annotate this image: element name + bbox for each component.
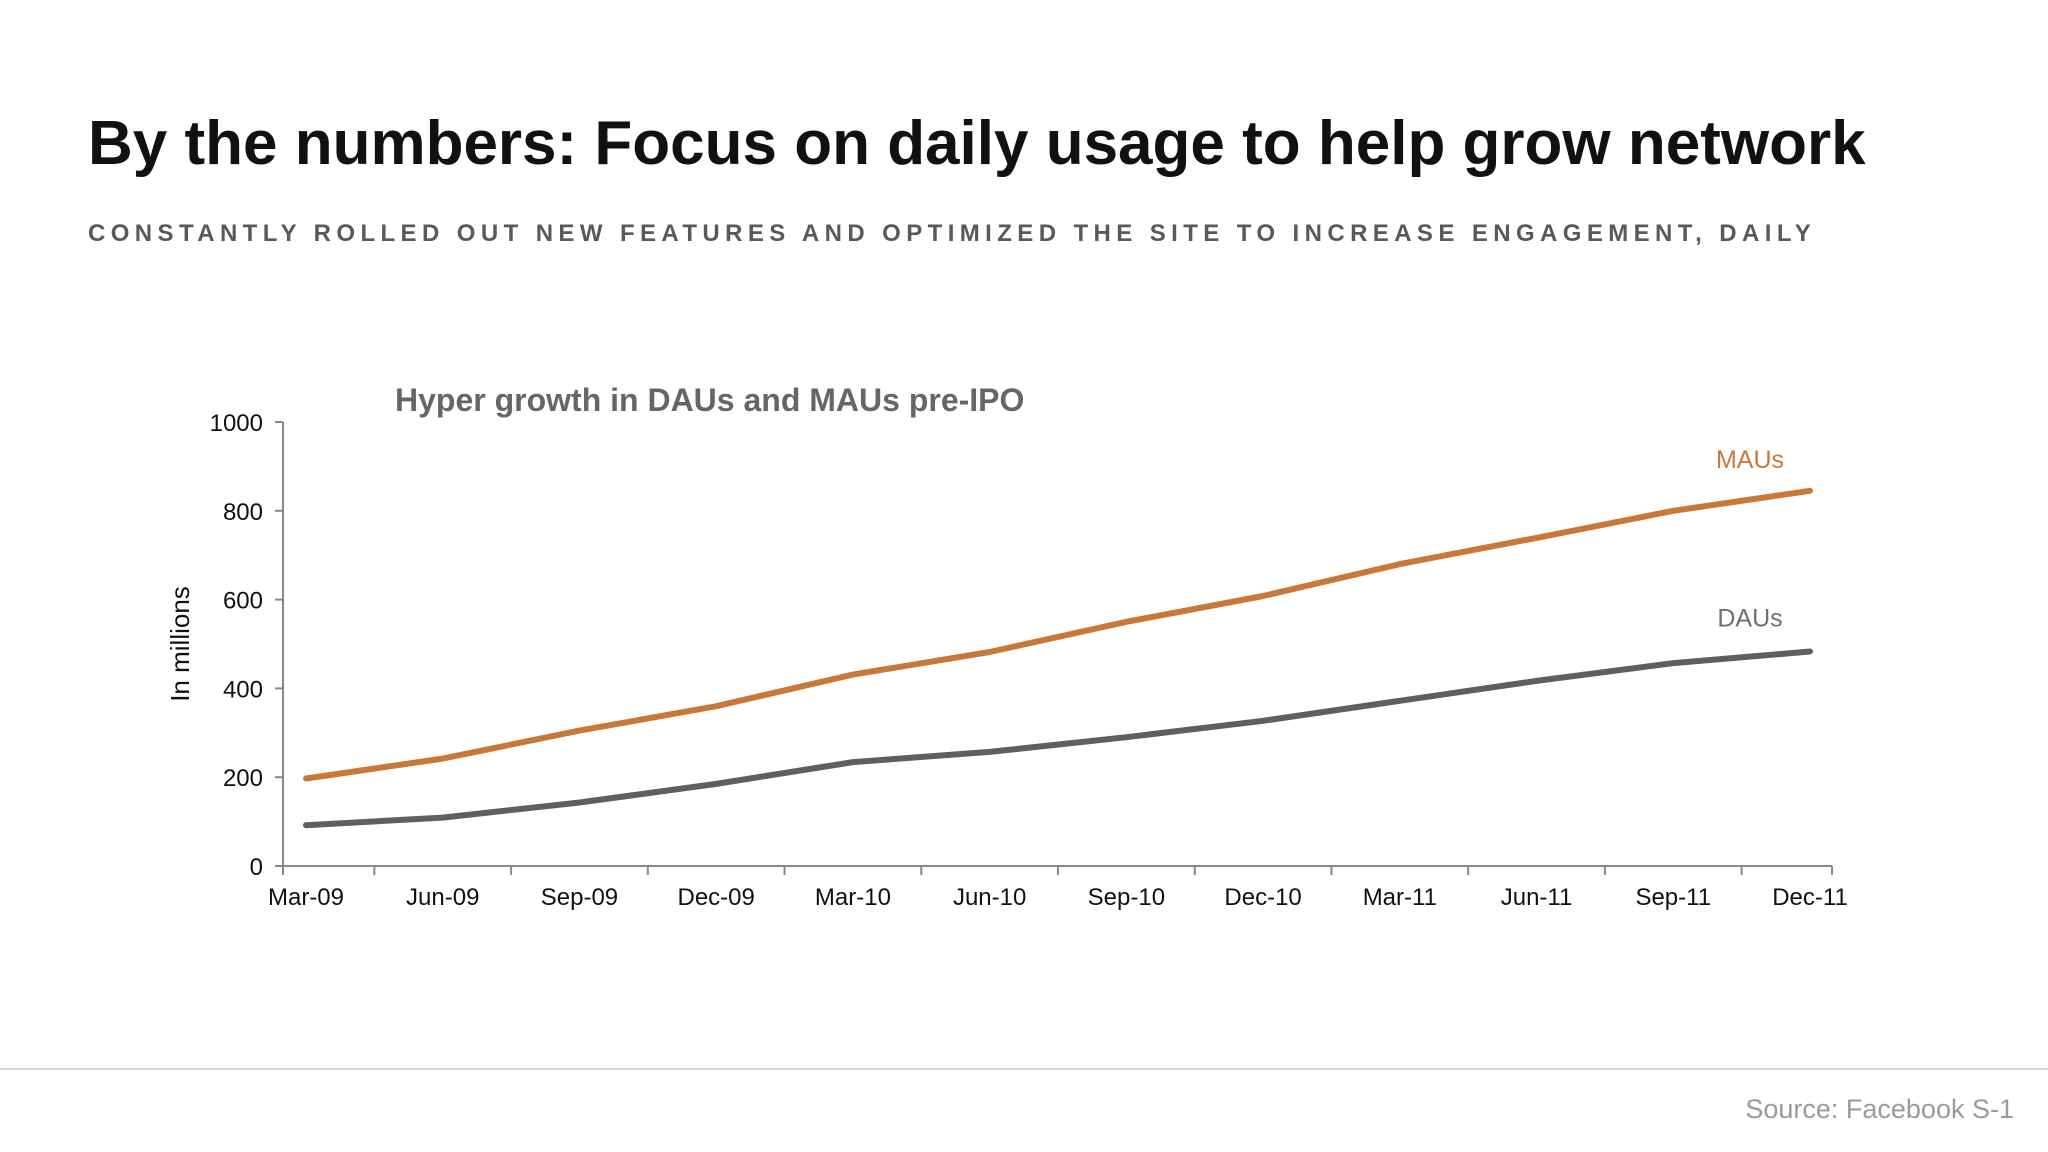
x-tick-label: Sep-11 [1635, 884, 1711, 911]
y-tick-label: 600 [223, 588, 263, 615]
x-tick-label: Sep-10 [1088, 884, 1165, 911]
series-label-daus: DAUs [1717, 605, 1782, 633]
y-tick-label: 800 [223, 499, 263, 526]
x-tick-label: Mar-09 [268, 884, 344, 911]
x-tick-label: Dec-11 [1772, 884, 1848, 911]
y-axis-label: In millions [165, 586, 195, 702]
source-note: Source: Facebook S-1 [1745, 1094, 2014, 1124]
x-tick-label: Jun-11 [1501, 884, 1573, 911]
footer-divider [0, 1068, 2048, 1070]
series-label-maus: MAUs [1716, 446, 1784, 474]
y-tick-label: 400 [223, 676, 263, 703]
line-chart: Hyper growth in DAUs and MAUs pre-IPO In… [165, 382, 1848, 911]
x-tick-label: Jun-10 [953, 884, 1026, 911]
chart-title: Hyper growth in DAUs and MAUs pre-IPO [395, 382, 1024, 418]
series-line-maus [303, 487, 1813, 782]
x-tick-label: Jun-09 [406, 884, 479, 911]
series-lines [303, 487, 1813, 829]
series-labels: MAUs DAUs [1716, 446, 1784, 633]
x-tick-label: Dec-10 [1224, 884, 1301, 911]
x-tick-label: Mar-11 [1363, 884, 1437, 911]
x-tick-label: Mar-10 [815, 884, 891, 911]
y-tick-label: 0 [250, 854, 263, 881]
x-tick-label: Dec-09 [677, 884, 754, 911]
series-line-daus [303, 648, 1813, 829]
y-tick-label: 200 [223, 765, 263, 792]
x-tick-label: Sep-09 [541, 884, 618, 911]
x-axis: Mar-09 Jun-09 Sep-09 Dec-09 Mar-10 Jun-10 Sep-… [268, 865, 1848, 911]
y-axis: 0 200 400 600 800 1000 [210, 410, 284, 881]
page-subtitle: CONSTANTLY ROLLED OUT NEW FEATURES AND O… [88, 220, 1817, 247]
y-tick-label: 1000 [210, 410, 263, 437]
page-title: By the numbers: Focus on daily usage to … [88, 109, 1866, 178]
